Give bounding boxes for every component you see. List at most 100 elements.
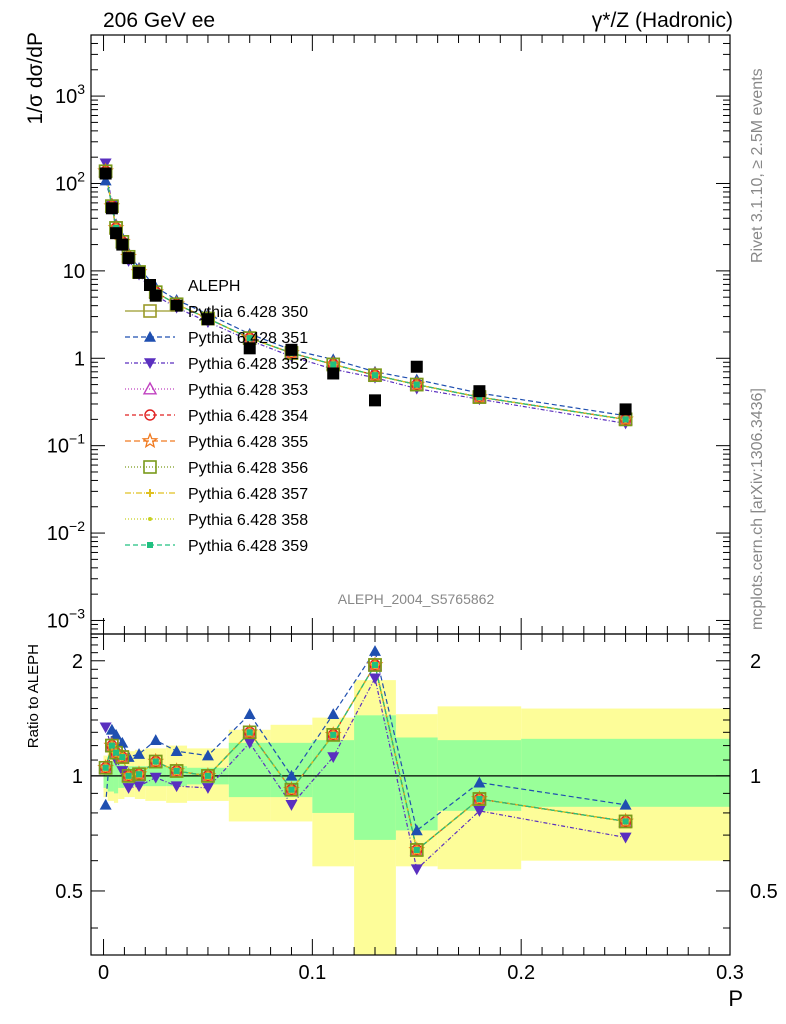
ratio-series-marker [149,772,162,784]
ratio-series-marker [372,661,378,668]
main-series-marker [622,416,629,423]
ratio-series-marker [105,738,119,753]
legend-marker [143,460,157,474]
main-series-marker [330,361,337,368]
legend-label: Pythia 6.428 355 [188,434,308,451]
legend-marker [148,517,152,521]
ratio-series-marker [473,806,486,817]
band-inner [107,761,114,792]
ratio-series-marker [204,772,211,779]
x-tick-label: 0.3 [716,962,744,984]
ratio-y-tick-label-right: 2 [750,651,761,673]
main-series-line [105,171,626,420]
ratio-series-marker [410,824,423,836]
ratio-y-tick-label: 2 [72,651,83,673]
ratio-series-marker [136,771,143,778]
legend-label: Pythia 6.428 357 [188,486,308,503]
legend-label: Pythia 6.428 356 [188,460,308,477]
legend-marker-data [144,279,156,291]
ratio-series-marker [170,745,183,757]
main-panel-frame [90,34,731,635]
ratio-series-marker [369,673,381,685]
header-right-title: γ*/Z (Hadronic) [592,9,733,32]
legend-label: Pythia 6.428 359 [188,538,308,555]
x-tick-label: 0 [98,962,109,984]
ratio-series-marker [284,782,299,797]
main-series-line [105,163,626,424]
ratio-series-marker [327,752,340,764]
ratio-series-marker [122,783,135,794]
ratio-series-marker [330,731,337,738]
legend-marker [147,542,153,548]
legend-marker [144,358,156,369]
band-inner [113,760,119,794]
main-series-marker [368,368,382,383]
ratio-series-marker [243,738,256,749]
main-series-line [105,171,626,420]
ratio-series-marker [246,729,253,736]
y-tick-label: 1 [74,348,85,370]
ratio-series-marker [476,795,483,802]
ratio-series-marker [243,708,256,719]
band-inner [228,742,271,798]
ratio-series-marker [125,772,132,779]
main-series-line [105,171,626,420]
ratio-series-marker [201,783,214,794]
data-point [99,167,112,180]
ratio-y-tick-label-right: 1 [750,766,761,788]
ratio-series-marker [133,748,146,759]
header-right-title-suffix: (Hadronic) [635,9,733,32]
analysis-watermark: ALEPH_2004_S5765862 [338,591,495,607]
main-series-marker [409,377,424,392]
main-series-marker [372,372,378,379]
data-point [327,367,340,380]
data-point [116,238,129,251]
main-series-line [105,180,626,417]
ratio-series-marker [108,742,115,749]
ratio-y-tick-label: 0.5 [55,881,83,903]
ratio-series-marker [288,786,295,793]
y-tick-label: 10−3 [47,605,85,632]
ratio-series-marker [201,769,215,783]
y-tick-label: 10−1 [47,431,85,458]
ratio-series-marker [99,798,112,810]
ratio-series-marker [173,767,180,774]
data-point [149,289,162,302]
ratio-series-marker [169,764,184,778]
main-series-line [105,171,626,420]
legend-marker [144,409,156,421]
ratio-series-marker [119,754,126,761]
ratio-series-marker [152,758,159,765]
header-right-title-prefix: γ*/Z [592,9,630,32]
x-axis-label: P [728,986,743,1011]
axes-ticks: 10−3 10−2 10−1 1 10 102 103 0 0.1 0.2 0.3 0.5 0.5 1 1 2… [47,34,778,984]
ratio-series-marker [110,728,123,740]
legend-label: Pythia 6.428 358 [188,512,308,529]
data-point [410,360,423,373]
ratio-series-marker [409,843,424,857]
y-tick-label: 10 [63,261,85,283]
main-ylabel: 1/σ dσ/dP [24,32,47,124]
ratio-y-tick-label-right: 0.5 [750,881,778,903]
legend-label: Pythia 6.428 352 [188,356,308,373]
ratio-series-marker [116,736,129,748]
y-tick-label: 10−2 [47,518,85,545]
ratio-series-marker [473,776,486,788]
data-point [133,266,146,279]
legend-label: Pythia 6.428 350 [188,304,308,321]
legend-label: Pythia 6.428 354 [188,408,308,425]
band-inner [395,737,438,831]
data-point [201,313,214,326]
data-point [369,394,381,407]
ratio-uncertainty-bands [91,680,730,955]
ratio-panel-frame [90,633,731,956]
main-series-line [105,171,626,420]
ratio-series-marker [132,767,146,782]
data-point [105,202,118,215]
ratio-series-marker [619,832,632,844]
legend-marker [141,432,159,449]
ratio-series-marker [619,798,632,810]
x-tick-label: 0.1 [298,962,326,984]
ratio-series-marker [285,769,298,781]
